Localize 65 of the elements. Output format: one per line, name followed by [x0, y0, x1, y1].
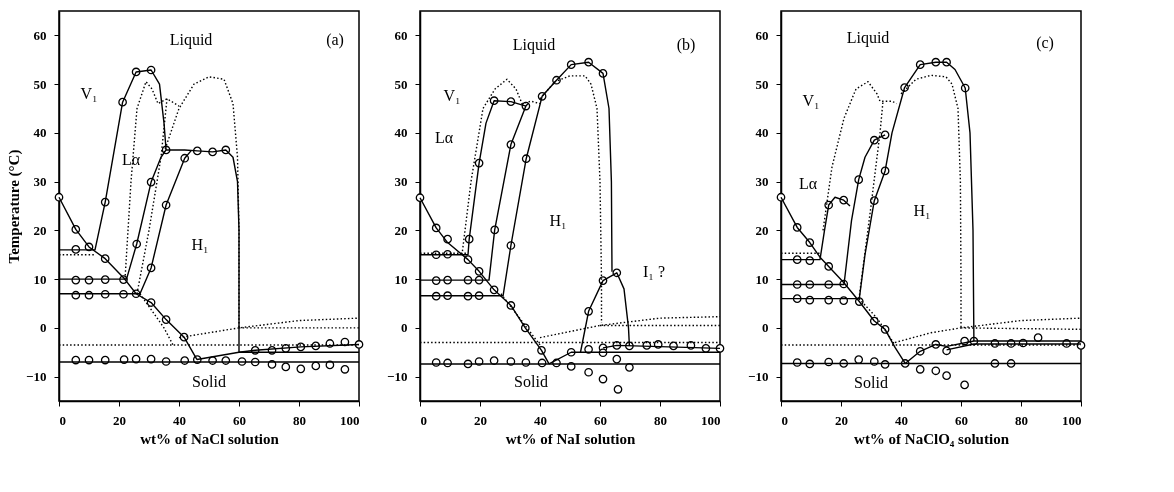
y-tick-label: 60 — [33, 27, 47, 43]
annotation: Liquid — [846, 29, 890, 47]
y-tick-label: 50 — [33, 76, 47, 92]
y-tick-label: 60 — [755, 27, 769, 43]
annotation: (a) — [326, 31, 344, 49]
x-tick-label: 80 — [293, 412, 306, 428]
annotation: Lα — [798, 175, 818, 192]
y-tick-label: −10 — [26, 369, 47, 385]
x-tick-label: 60 — [233, 412, 246, 428]
y-tick-label: 10 — [33, 271, 47, 287]
x-tick-label: 100 — [701, 412, 721, 428]
y-tick-label: 20 — [394, 222, 408, 238]
y-tick-label: 0 — [40, 320, 47, 336]
x-tick-label: 60 — [594, 412, 607, 428]
y-tick-label: 40 — [755, 125, 769, 141]
y-tick-label: 10 — [394, 271, 408, 287]
annotation: H₁ — [549, 212, 567, 229]
y-tick-label: −10 — [748, 369, 769, 385]
annotation: V₁ — [80, 85, 98, 102]
annotation: V₁ — [802, 92, 820, 109]
y-tick-label: 20 — [755, 222, 769, 238]
x-axis-title: wt% of NaCl solution — [140, 430, 280, 447]
annotation: H₁ — [913, 202, 931, 219]
x-tick-label: 100 — [1062, 412, 1082, 428]
y-axis-title: Temperature (°C) — [6, 149, 24, 264]
x-tick-label: 40 — [895, 412, 908, 428]
annotation: (b) — [676, 36, 696, 54]
x-axis-title: wt% of NaI solution — [505, 430, 636, 447]
annotation: Solid — [514, 373, 548, 390]
y-tick-label: 10 — [755, 271, 769, 287]
y-tick-label: 50 — [755, 76, 769, 92]
annotation: Solid — [192, 373, 226, 390]
y-tick-label: 30 — [755, 174, 769, 190]
x-tick-label: 20 — [835, 412, 848, 428]
annotation: Liquid — [512, 36, 556, 54]
x-tick-label: 0 — [59, 412, 66, 428]
y-tick-label: 30 — [394, 174, 408, 190]
y-tick-label: 40 — [394, 125, 408, 141]
x-tick-label: 0 — [420, 412, 427, 428]
x-tick-label: 40 — [173, 412, 186, 428]
x-tick-label: 20 — [113, 412, 126, 428]
x-tick-label: 0 — [781, 412, 788, 428]
x-tick-label: 80 — [1015, 412, 1028, 428]
x-axis-title: wt% of NaClO₄ solution — [854, 430, 1010, 447]
y-tick-label: 0 — [401, 320, 408, 336]
annotation: Lα — [434, 129, 454, 146]
x-tick-label: 60 — [955, 412, 968, 428]
annotation: Solid — [854, 374, 888, 391]
annotation: Lα — [121, 151, 141, 168]
annotation: H₁ — [191, 236, 209, 253]
x-tick-label: 20 — [474, 412, 487, 428]
annotation: I₁ ? — [642, 263, 666, 280]
annotation: (c) — [1036, 34, 1054, 52]
y-tick-label: 30 — [33, 174, 47, 190]
annotation: Liquid — [169, 31, 213, 49]
y-tick-label: 20 — [33, 222, 47, 238]
y-tick-label: 0 — [762, 320, 769, 336]
annotation: V₁ — [443, 87, 461, 104]
y-tick-label: 60 — [394, 27, 408, 43]
y-tick-label: 40 — [33, 125, 47, 141]
x-tick-label: 100 — [340, 412, 360, 428]
y-tick-label: −10 — [387, 369, 408, 385]
y-tick-label: 50 — [394, 76, 408, 92]
x-tick-label: 40 — [534, 412, 547, 428]
x-tick-label: 80 — [654, 412, 667, 428]
